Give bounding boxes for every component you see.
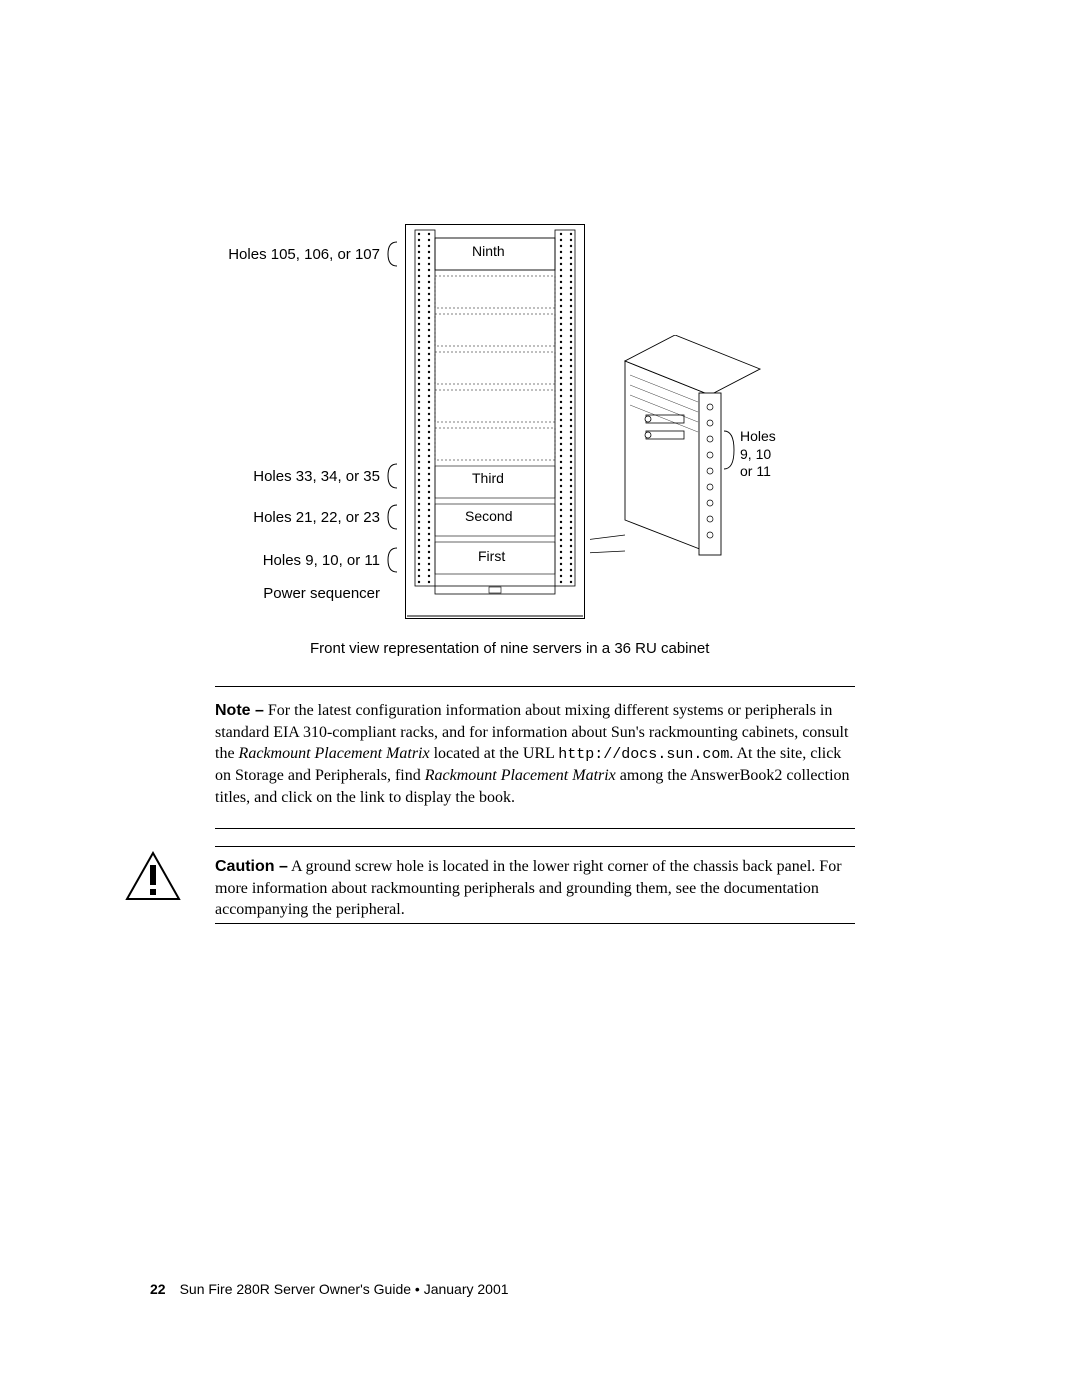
rule-3 <box>215 846 855 847</box>
note-block: Note – For the latest configuration info… <box>215 700 855 809</box>
rule-4 <box>215 923 855 924</box>
note-italic1: Rackmount Placement Matrix <box>239 745 430 762</box>
bracket-33 <box>387 463 401 489</box>
label-holes-105: Holes 105, 106, or 107 <box>228 246 380 263</box>
note-lead: Note – <box>215 702 264 719</box>
caution-body: A ground screw hole is located in the lo… <box>215 858 842 918</box>
rack-diagram <box>405 224 605 624</box>
bracket-105 <box>387 241 401 267</box>
footer-title: Sun Fire 280R Server Owner's Guide • Jan… <box>180 1281 509 1297</box>
label-holes-9: Holes 9, 10, or 11 <box>263 552 380 569</box>
caution-icon <box>124 851 182 903</box>
page-number: 22 <box>150 1281 166 1297</box>
caution-block: Caution – A ground screw hole is located… <box>215 856 855 921</box>
label-holes-33: Holes 33, 34, or 35 <box>253 468 380 485</box>
page: Holes 105, 106, or 107 Holes 33, 34, or … <box>0 0 1080 1397</box>
label-power-seq: Power sequencer <box>263 585 380 602</box>
note-italic2: Rackmount Placement Matrix <box>425 767 616 784</box>
bracket-21 <box>387 504 401 530</box>
bracket-9 <box>387 547 401 573</box>
note-url: http://docs.sun.com <box>558 746 729 763</box>
note-body2: located at the URL <box>430 745 559 762</box>
caution-lead: Caution – <box>215 858 288 875</box>
rule-2 <box>215 828 855 829</box>
diagram-caption: Front view representation of nine server… <box>310 640 709 657</box>
label-holes-21: Holes 21, 22, or 23 <box>253 509 380 526</box>
slot-first: First <box>478 548 505 564</box>
slot-second: Second <box>465 508 512 524</box>
right-holes-label: Holes 9, 10 or 11 <box>740 428 776 481</box>
slot-third: Third <box>472 470 504 486</box>
slot-ninth: Ninth <box>472 243 505 259</box>
page-footer: 22 Sun Fire 280R Server Owner's Guide • J… <box>150 1281 509 1297</box>
rule-1 <box>215 686 855 687</box>
